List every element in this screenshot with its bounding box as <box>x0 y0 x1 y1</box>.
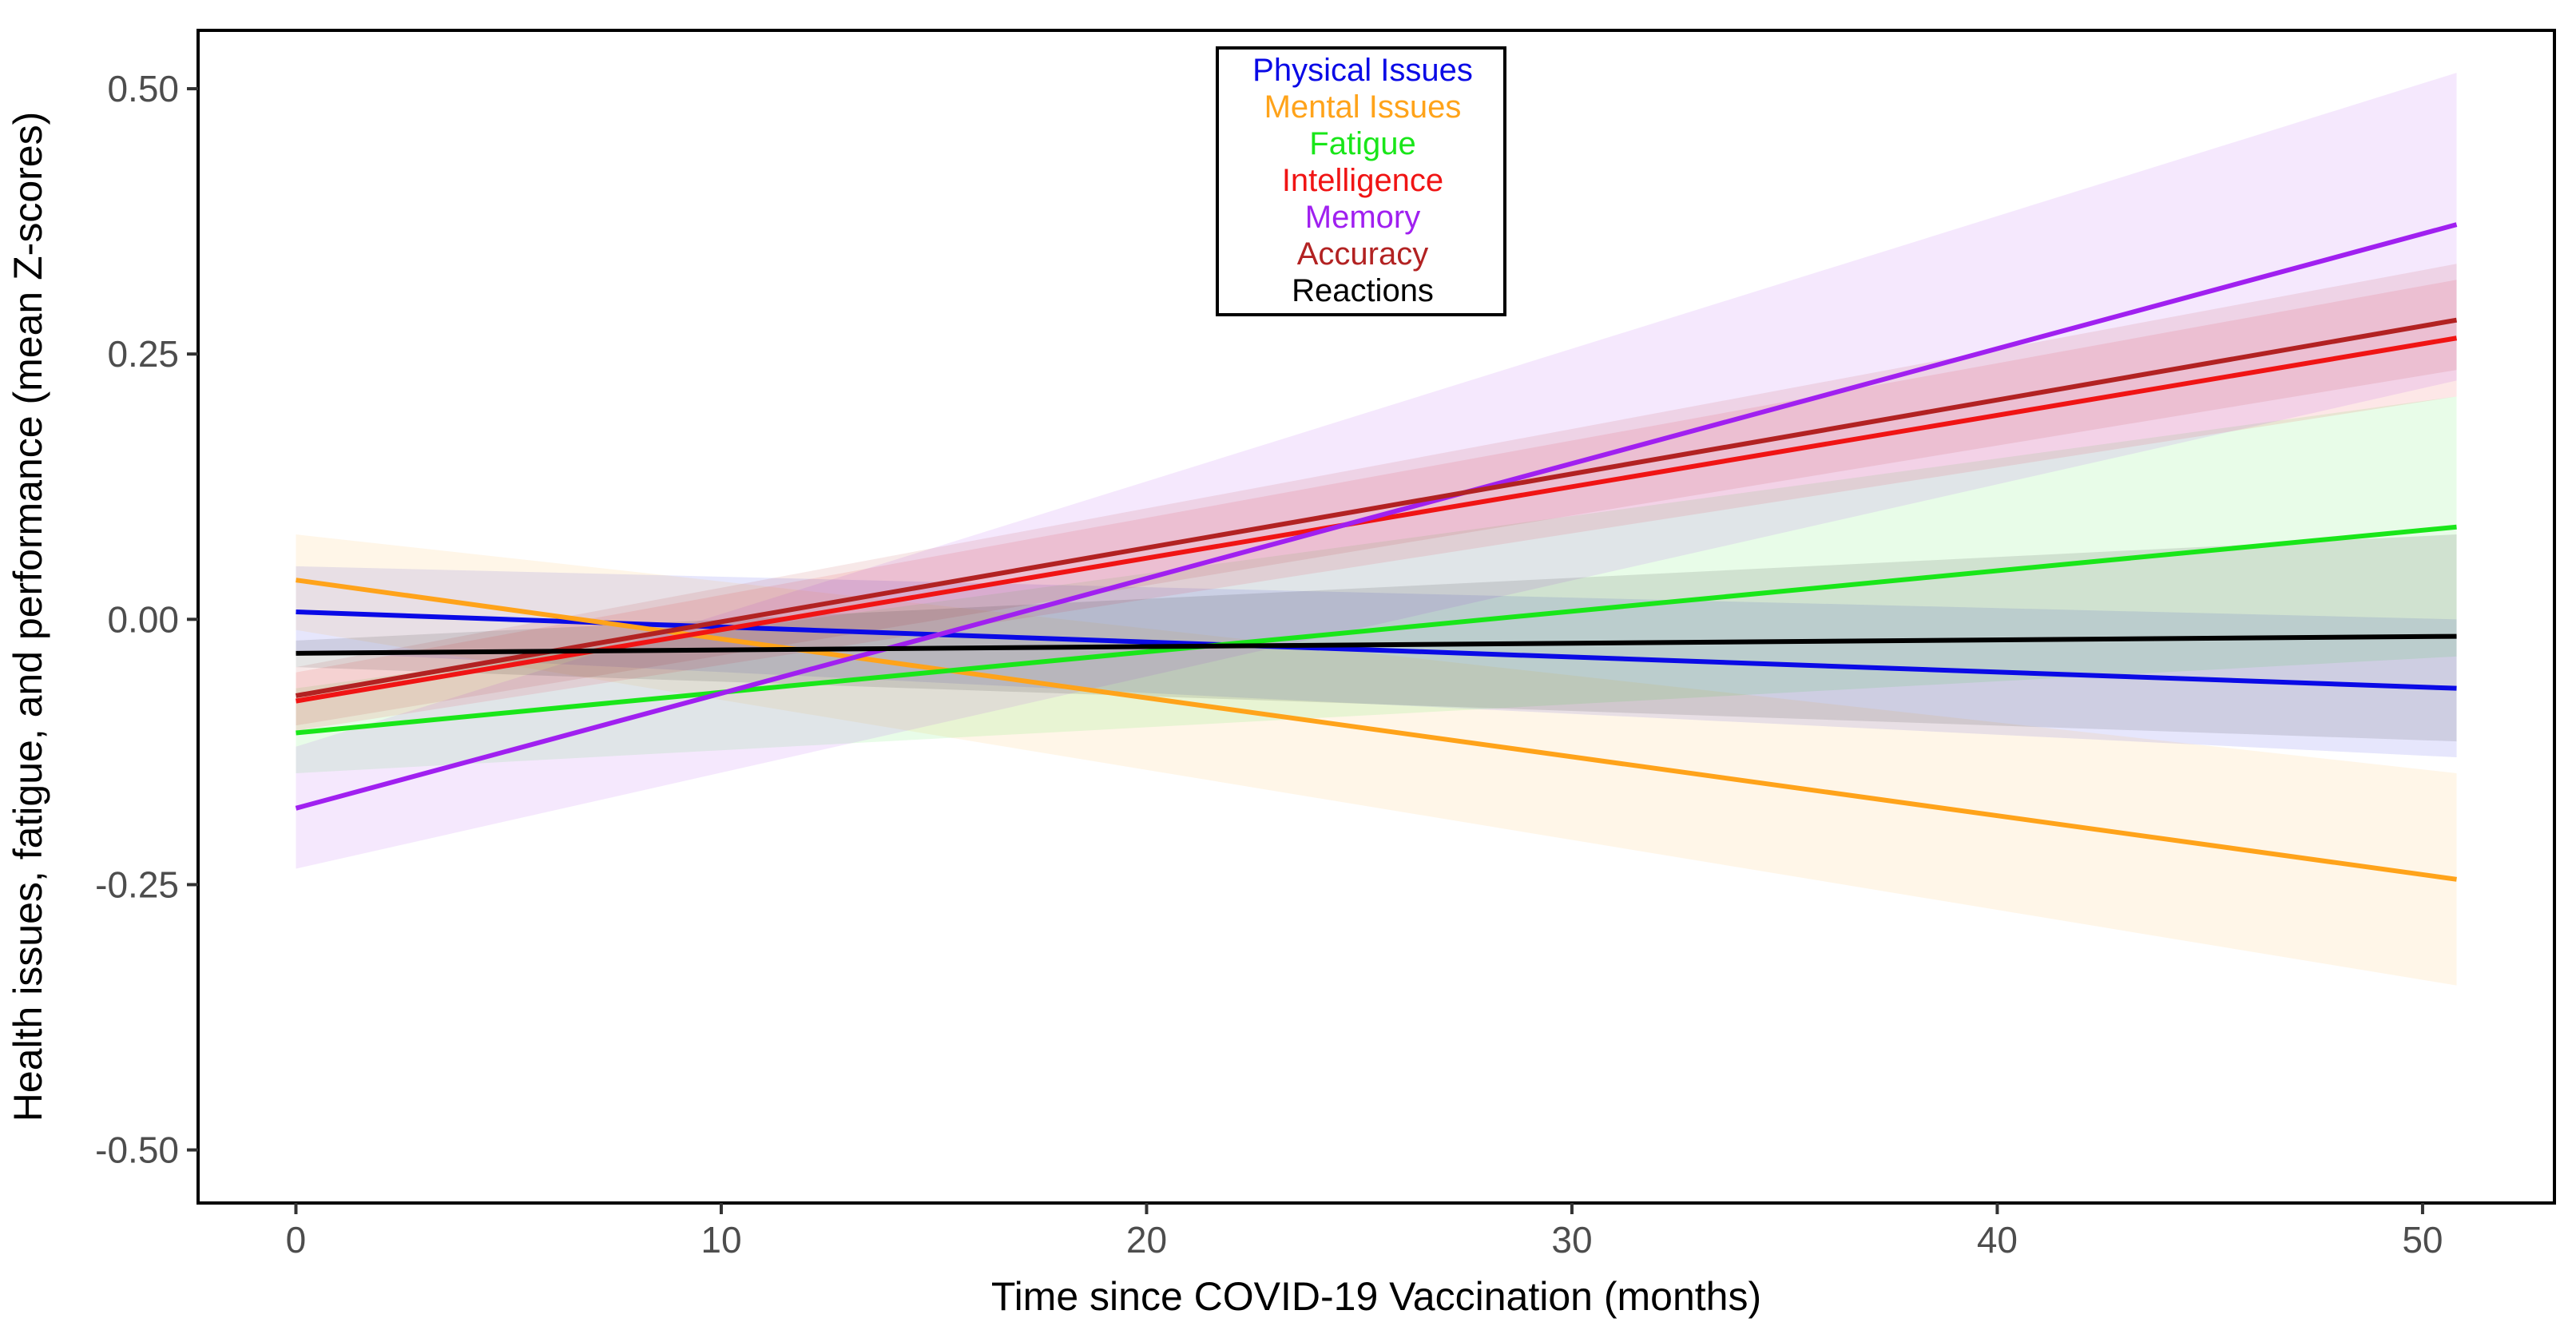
plot-panel-border <box>196 29 2556 1205</box>
legend-label-fatigue: Fatigue <box>1309 126 1415 161</box>
physical-issues-line <box>296 609 2457 691</box>
reactions-line <box>296 633 2457 656</box>
intelligence-confidence-band <box>296 280 2457 731</box>
x-tick-label: 50 <box>2402 1219 2443 1261</box>
y-axis-title: Health issues, fatigue, and performance … <box>6 112 50 1122</box>
x-tick-label: 10 <box>701 1219 741 1261</box>
y-axis: 0.50 0.25 0.00 -0.25 -0.50 <box>95 68 198 1171</box>
legend-label-physical-issues: Physical Issues <box>1252 53 1473 88</box>
x-tick-label: 40 <box>1977 1219 2018 1261</box>
y-tick-label: -0.25 <box>95 864 179 905</box>
memory-line <box>295 222 2458 811</box>
mental-issues-line <box>296 578 2457 882</box>
legend-label-memory: Memory <box>1305 200 1420 235</box>
legend-label-intelligence: Intelligence <box>1282 163 1443 198</box>
intelligence-line <box>295 335 2458 704</box>
accuracy-line <box>295 317 2458 698</box>
legend-box <box>1216 46 1506 316</box>
physical-issues-confidence-band <box>296 566 2457 758</box>
x-tick-label: 30 <box>1551 1219 1592 1261</box>
series-lines <box>295 222 2458 882</box>
reactions-confidence-band <box>296 534 2457 742</box>
y-tick-label: 0.00 <box>107 598 179 640</box>
legend-label-mental-issues: Mental Issues <box>1264 89 1462 125</box>
x-axis: 0 10 20 30 40 50 <box>286 1203 2443 1261</box>
x-tick-label: 20 <box>1126 1219 1167 1261</box>
legend: Physical Issues Mental Issues Fatigue In… <box>1216 46 1506 316</box>
legend-label-reactions: Reactions <box>1292 273 1434 308</box>
x-tick-label: 0 <box>286 1219 307 1261</box>
y-tick-label: 0.50 <box>107 68 179 109</box>
y-tick-label: -0.50 <box>95 1130 179 1171</box>
fatigue-line <box>296 524 2457 736</box>
memory-confidence-band <box>296 73 2457 869</box>
legend-label-accuracy: Accuracy <box>1297 236 1429 272</box>
x-axis-title: Time since COVID-19 Vaccination (months) <box>991 1274 1761 1319</box>
y-tick-label: 0.25 <box>107 333 179 375</box>
